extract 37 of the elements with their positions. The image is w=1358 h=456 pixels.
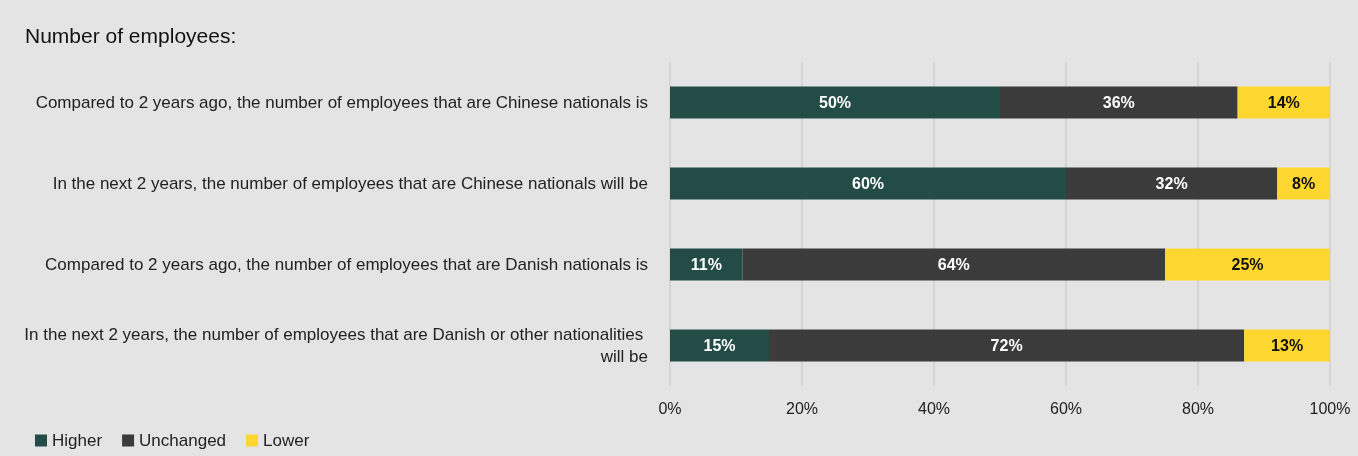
bar: [1244, 329, 1330, 362]
y-tick-label: In the next 2 years, the number of employees that are Danish or other nationalities will be: [24, 325, 648, 366]
data-label: 13%: [1271, 337, 1304, 354]
text: Number of employees:: [25, 24, 237, 47]
x-tick-label: 0%: [658, 399, 682, 417]
bar: [742, 248, 1165, 281]
data-label: 11%: [690, 256, 722, 273]
x-tick-label: 80%: [1181, 399, 1215, 417]
y-tick-label: In the next 2 years, the number of employees that are Chinese nationals will be: [52, 174, 648, 193]
x-tick-label: 40%: [917, 399, 951, 417]
bar: [670, 167, 1066, 200]
x-tick-label: 60%: [1049, 399, 1083, 417]
legend-label: Lower: [263, 431, 310, 450]
bar: [670, 329, 769, 362]
bar: [1066, 167, 1278, 200]
bar: [670, 248, 743, 281]
y-tick-label: Compared to 2 years ago, the number of employees that are Chinese nationals is: [35, 93, 648, 112]
data-label: 14%: [1267, 94, 1300, 111]
data-label: 72%: [990, 337, 1023, 354]
data-label: 32%: [1155, 175, 1188, 192]
bar: [769, 329, 1245, 362]
data-label: 50%: [818, 94, 852, 111]
data-label: 25%: [1231, 256, 1264, 273]
bar: [1165, 248, 1330, 281]
legend-label: Higher: [52, 431, 103, 450]
data-label: 8%: [1292, 175, 1316, 192]
bar: [670, 86, 1000, 119]
x-tick-label: 20%: [785, 399, 819, 417]
bar: [1237, 86, 1330, 119]
data-label: 36%: [1102, 94, 1135, 111]
bar: [1000, 86, 1238, 119]
y-tick-label: Compared to 2 years ago, the number of employees that are Danish nationals is: [45, 255, 648, 274]
x-tick-label: 100%: [1309, 399, 1351, 417]
data-label: 64%: [937, 256, 970, 273]
legend-label: Unchanged: [139, 431, 227, 450]
data-label: 15%: [703, 337, 736, 354]
data-label: 60%: [851, 175, 885, 192]
